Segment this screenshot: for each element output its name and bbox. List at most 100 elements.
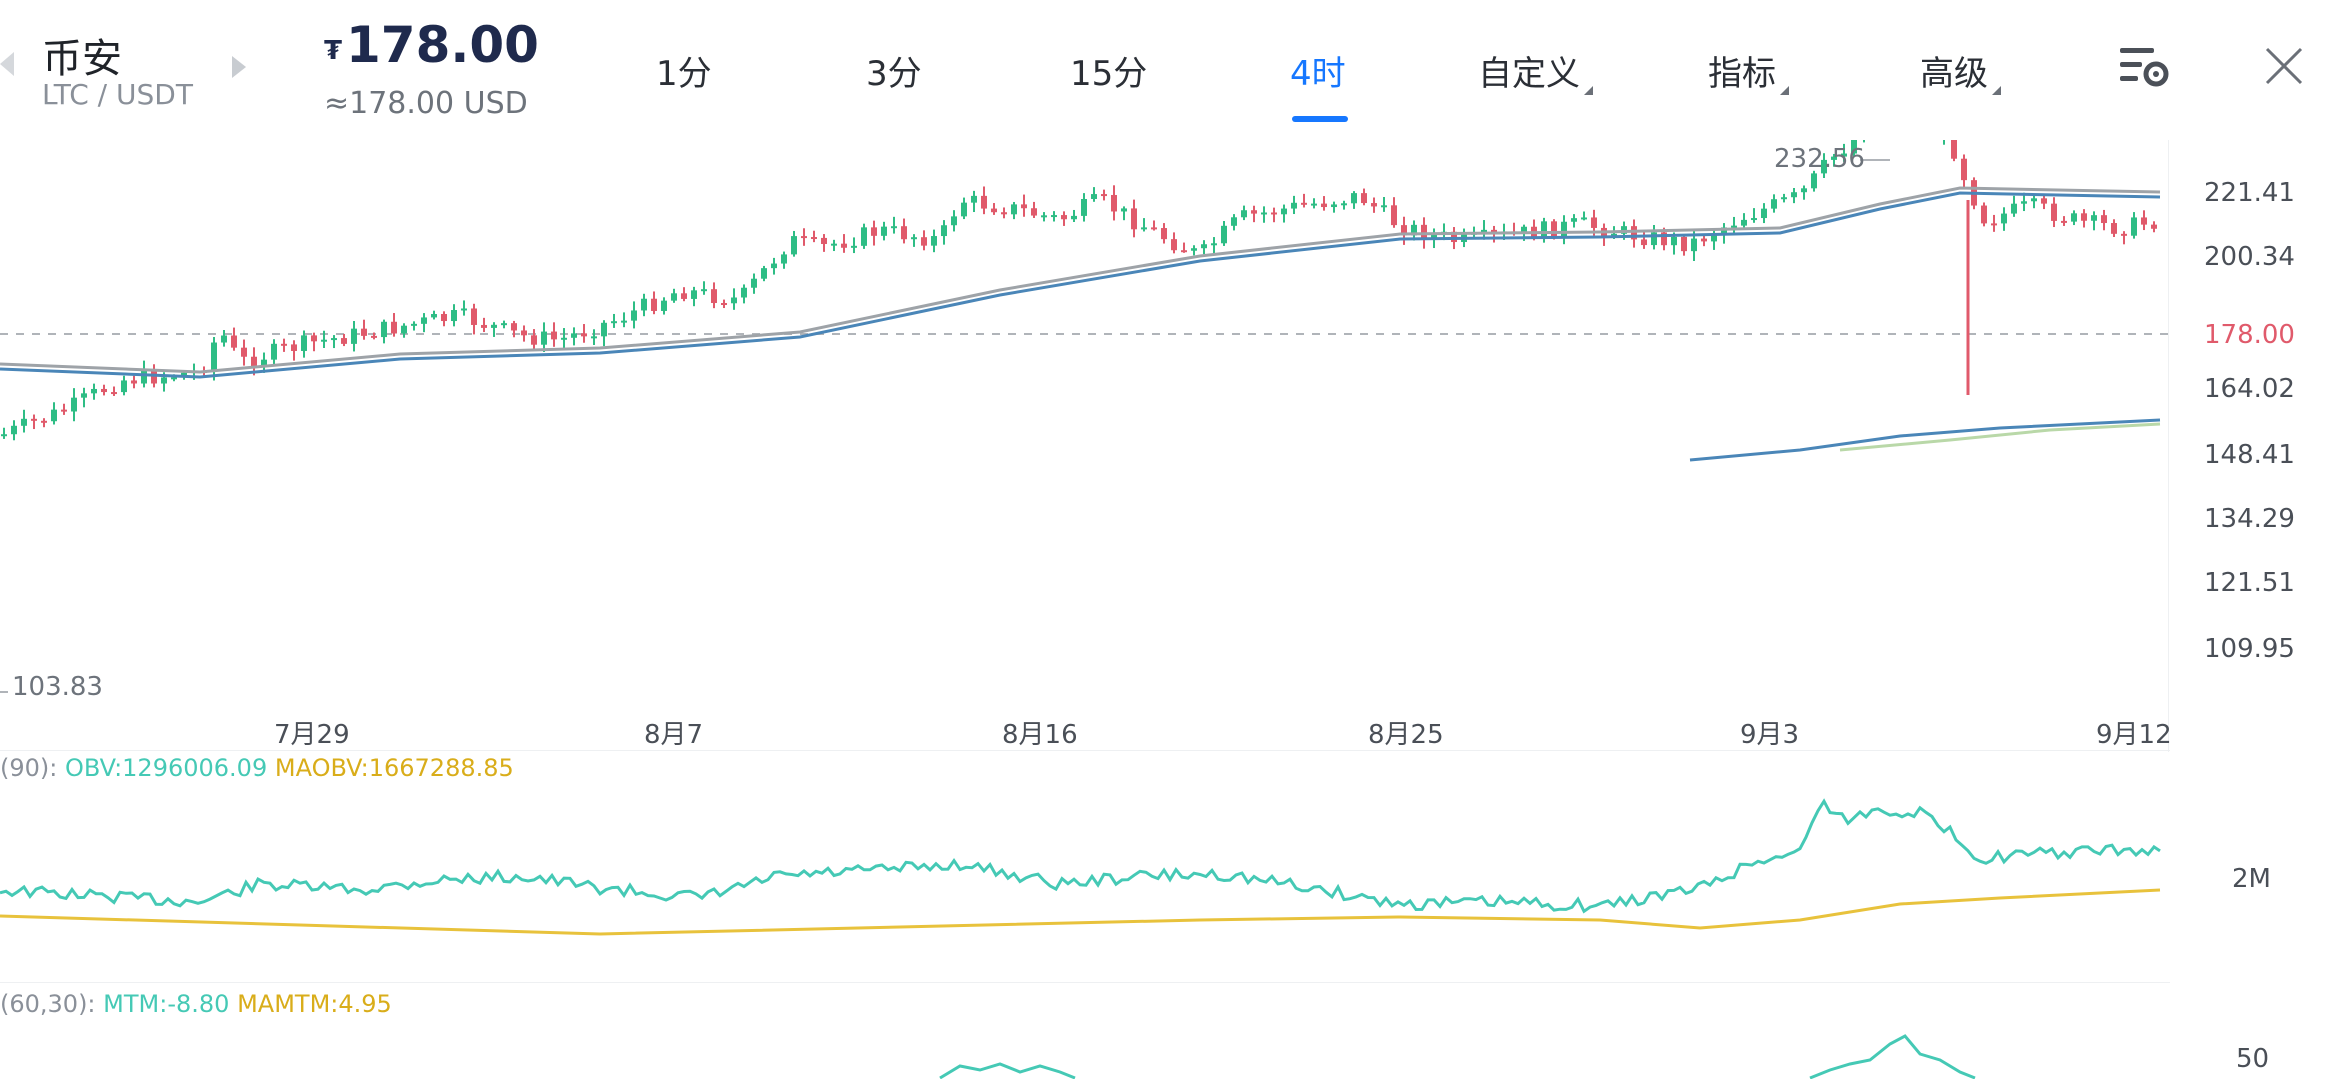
tab-4hour[interactable]: 4时 bbox=[1290, 54, 1346, 94]
candle-body bbox=[1021, 204, 1027, 209]
previous-pair-arrow-icon[interactable] bbox=[0, 52, 14, 76]
candle-body bbox=[1381, 205, 1387, 208]
candle-body bbox=[2031, 198, 2037, 202]
active-tab-indicator bbox=[1292, 116, 1348, 122]
candle-body bbox=[781, 254, 787, 264]
candle-body bbox=[1371, 203, 1377, 207]
candle-body bbox=[1091, 194, 1097, 200]
candle-body bbox=[2011, 203, 2017, 214]
candle-body bbox=[1281, 208, 1287, 215]
moving-average-gray bbox=[0, 186, 2161, 374]
candle-body bbox=[471, 308, 477, 325]
tab-custom[interactable]: 自定义 bbox=[1478, 46, 1593, 95]
candle-body bbox=[431, 314, 437, 318]
candle-body bbox=[691, 290, 697, 299]
candle-body bbox=[591, 336, 597, 339]
candle-body bbox=[601, 322, 607, 337]
candle-body bbox=[1131, 208, 1137, 230]
candle-body bbox=[2111, 223, 2117, 234]
candle-body bbox=[1951, 140, 1957, 159]
candle-body bbox=[1181, 250, 1187, 253]
candle-body bbox=[771, 263, 777, 269]
candle-body bbox=[461, 308, 467, 311]
obv-period: (90): bbox=[0, 754, 58, 782]
candle-body bbox=[831, 243, 837, 246]
candle-body bbox=[1691, 238, 1697, 252]
candle-body bbox=[1081, 199, 1087, 216]
candle-body bbox=[1061, 215, 1067, 220]
candle-body bbox=[1391, 205, 1397, 226]
candle-body bbox=[341, 338, 347, 344]
candle-body bbox=[901, 226, 907, 240]
last-price: 178.00 bbox=[346, 16, 539, 74]
candle-body bbox=[1631, 226, 1637, 240]
candle-body bbox=[241, 347, 247, 357]
candle-body bbox=[161, 377, 167, 384]
y-tick: 121.51 bbox=[2204, 568, 2295, 598]
candle-body bbox=[1121, 208, 1127, 212]
candle-body bbox=[1241, 210, 1247, 218]
tab-indicators-label: 指标 bbox=[1708, 54, 1776, 94]
candle-body bbox=[621, 320, 627, 323]
obv-chart[interactable] bbox=[0, 780, 2170, 980]
candle-body bbox=[1321, 203, 1327, 208]
candle-body bbox=[1671, 236, 1677, 246]
candle-body bbox=[701, 289, 707, 292]
candle-body bbox=[171, 377, 177, 380]
candle-body bbox=[661, 300, 667, 311]
tab-3min[interactable]: 3分 bbox=[866, 54, 922, 94]
candle-body bbox=[491, 324, 497, 328]
candle-body bbox=[881, 226, 887, 236]
y-tick: 200.34 bbox=[2204, 242, 2295, 272]
close-icon[interactable] bbox=[2264, 46, 2304, 86]
candle-body bbox=[1541, 221, 1547, 239]
candle-body bbox=[211, 342, 217, 372]
candle-body bbox=[21, 418, 27, 426]
candle-body bbox=[301, 335, 307, 351]
price-usd: ≈178.00 USD bbox=[324, 86, 528, 121]
x-axis-divider bbox=[0, 750, 2170, 751]
candlestick-chart[interactable] bbox=[0, 140, 2170, 752]
candle-body bbox=[31, 418, 37, 421]
mtm-period: (60,30): bbox=[0, 990, 96, 1018]
current-price-tag: 178.00 bbox=[2204, 320, 2295, 350]
candle-body bbox=[1991, 223, 1997, 226]
tab-indicators[interactable]: 指标 bbox=[1708, 46, 1789, 95]
candle-body bbox=[541, 331, 547, 345]
candle-body bbox=[941, 225, 947, 237]
dropdown-caret-icon bbox=[1584, 86, 1593, 95]
candle-body bbox=[1481, 229, 1487, 233]
candle-body bbox=[531, 335, 537, 345]
chart-settings-icon[interactable] bbox=[2118, 44, 2170, 90]
candle-body bbox=[1011, 204, 1017, 215]
candle-body bbox=[2141, 217, 2147, 225]
candle-body bbox=[1841, 153, 1847, 157]
candle-body bbox=[1151, 227, 1157, 230]
candle-body bbox=[131, 380, 137, 384]
candle-body bbox=[1571, 218, 1577, 222]
candle-body bbox=[791, 236, 797, 255]
candle-body bbox=[1731, 225, 1737, 228]
candle-body bbox=[1301, 202, 1307, 205]
next-pair-arrow-icon[interactable] bbox=[232, 56, 246, 78]
x-tick: 8月16 bbox=[1002, 720, 1078, 750]
candle-body bbox=[1751, 218, 1757, 221]
candle-body bbox=[1581, 217, 1587, 220]
tab-advanced[interactable]: 高级 bbox=[1920, 46, 2001, 95]
tab-15min[interactable]: 15分 bbox=[1070, 54, 1148, 94]
candle-body bbox=[1211, 243, 1217, 246]
candle-body bbox=[1331, 204, 1337, 208]
tab-1min[interactable]: 1分 bbox=[656, 54, 712, 94]
candle-body bbox=[961, 202, 967, 217]
trading-pair: LTC / USDT bbox=[42, 78, 193, 111]
candle-body bbox=[141, 370, 147, 384]
candle-body bbox=[1171, 239, 1177, 251]
candle-body bbox=[1711, 235, 1717, 242]
candle-body bbox=[1051, 215, 1057, 218]
candle-body bbox=[2051, 203, 2057, 221]
mtm-chart[interactable] bbox=[0, 1020, 2170, 1079]
candle-body bbox=[951, 216, 957, 226]
candle-body bbox=[751, 278, 757, 288]
candle-body bbox=[2041, 198, 2047, 204]
mtm-y-tick: 50 bbox=[2236, 1044, 2270, 1074]
